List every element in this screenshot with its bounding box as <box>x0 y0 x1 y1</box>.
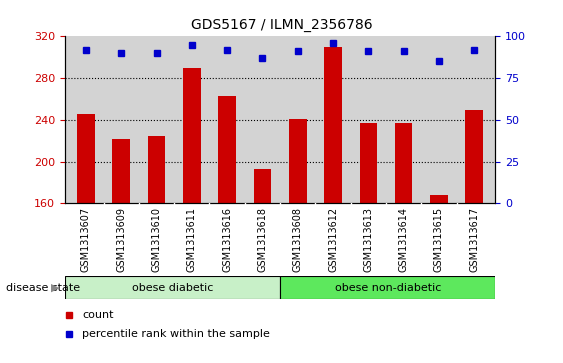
Text: GSM1313607: GSM1313607 <box>81 207 91 272</box>
Text: GSM1313608: GSM1313608 <box>293 207 303 272</box>
Bar <box>77 114 95 203</box>
Text: GSM1313609: GSM1313609 <box>116 207 126 272</box>
Text: obese non-diabetic: obese non-diabetic <box>334 283 441 293</box>
Bar <box>218 96 236 203</box>
Text: GSM1313618: GSM1313618 <box>257 207 267 272</box>
Text: GSM1313617: GSM1313617 <box>469 207 479 272</box>
Bar <box>65 276 280 299</box>
Bar <box>148 136 166 203</box>
Text: GSM1313610: GSM1313610 <box>151 207 162 272</box>
Bar <box>289 119 307 203</box>
Bar <box>113 139 130 203</box>
Bar <box>183 68 200 203</box>
Bar <box>430 195 448 203</box>
Text: percentile rank within the sample: percentile rank within the sample <box>82 330 270 339</box>
Text: GDS5167 / ILMN_2356786: GDS5167 / ILMN_2356786 <box>191 18 372 32</box>
Text: GSM1313616: GSM1313616 <box>222 207 232 272</box>
Bar <box>280 276 495 299</box>
Text: obese diabetic: obese diabetic <box>132 283 213 293</box>
Text: GSM1313612: GSM1313612 <box>328 207 338 272</box>
Bar <box>253 169 271 203</box>
Text: GSM1313614: GSM1313614 <box>399 207 409 272</box>
Text: GSM1313613: GSM1313613 <box>363 207 373 272</box>
Bar <box>324 47 342 203</box>
Text: GSM1313611: GSM1313611 <box>187 207 197 272</box>
Text: count: count <box>82 310 114 320</box>
Bar <box>395 123 413 203</box>
Text: ▶: ▶ <box>51 283 59 293</box>
Bar <box>360 123 377 203</box>
Text: GSM1313615: GSM1313615 <box>434 207 444 272</box>
Text: disease state: disease state <box>6 283 80 293</box>
Bar <box>466 110 483 203</box>
